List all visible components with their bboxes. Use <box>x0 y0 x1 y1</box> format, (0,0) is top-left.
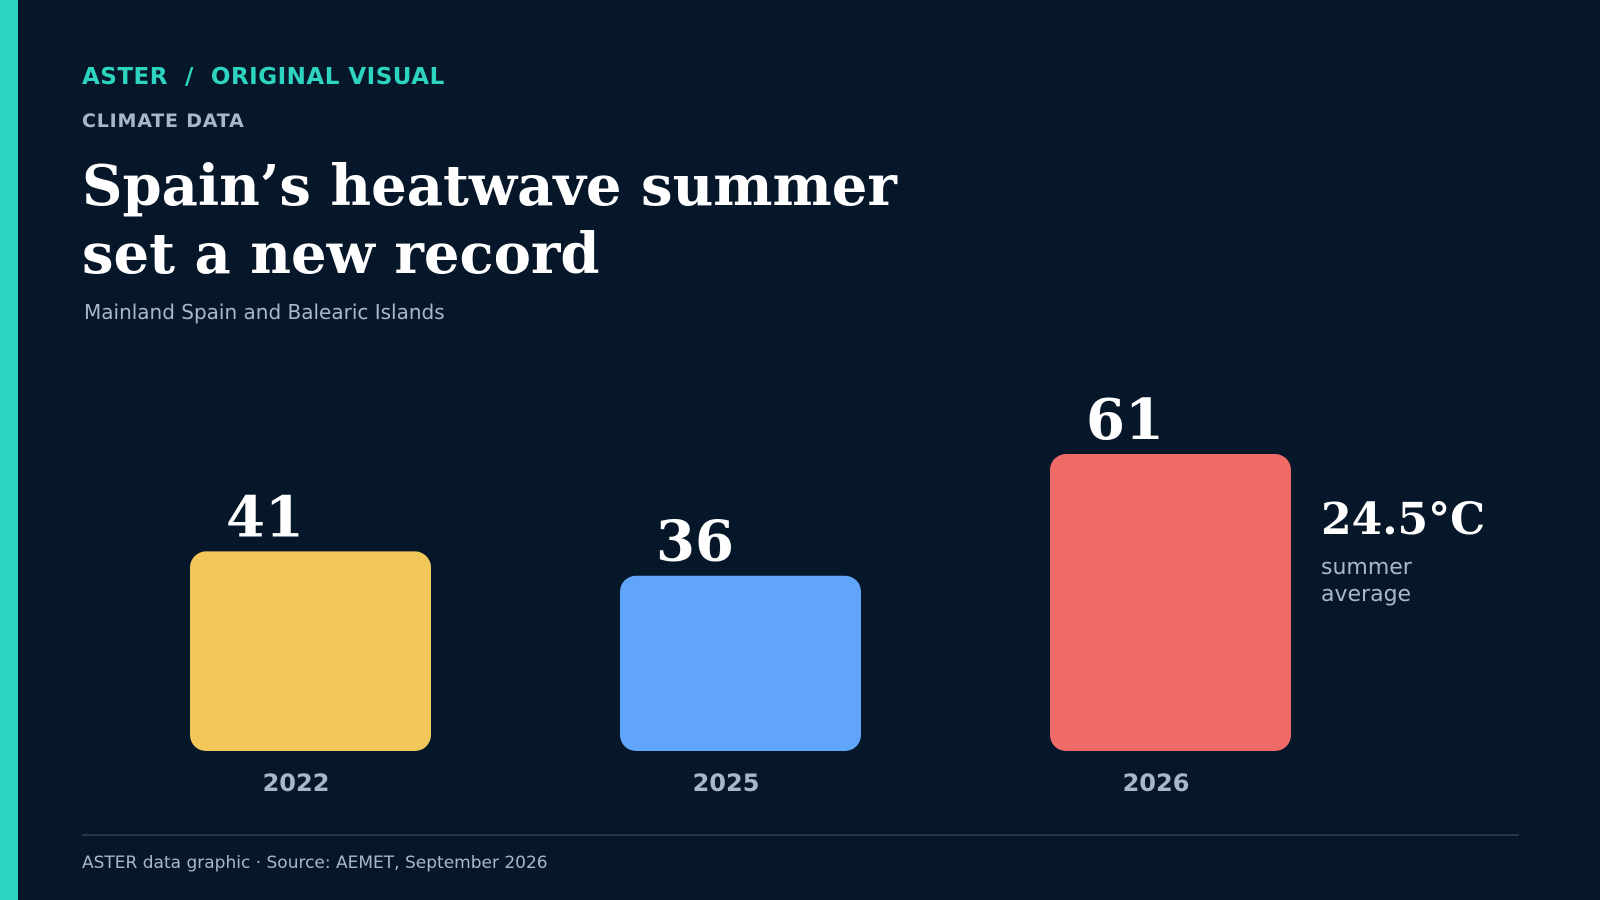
category-label-2026: 2026 <box>1123 769 1190 797</box>
bar-value-label-2026: 61 <box>1086 387 1164 453</box>
bar-2022 <box>190 551 431 751</box>
category-label-2025: 2025 <box>693 769 760 797</box>
annotation-label-line2: average <box>1321 582 1411 607</box>
accent-stripe <box>0 0 18 900</box>
bar-value-label-2025: 36 <box>656 509 734 575</box>
footer-divider <box>82 834 1519 836</box>
footer-source: ASTER data graphic · Source: AEMET, Sept… <box>82 853 548 873</box>
category-label-2022: 2022 <box>263 769 330 797</box>
chart-subtitle: Mainland Spain and Balearic Islands <box>84 300 445 324</box>
chart-title: Spain’s heatwave summer set a new record <box>82 153 897 287</box>
bar-2026 <box>1050 454 1291 751</box>
bar-value-label-2022: 41 <box>226 484 304 550</box>
annotation-value: 24.5°C <box>1321 494 1485 545</box>
annotation-label-line1: summer <box>1321 555 1413 580</box>
category-label: CLIMATE DATA <box>82 110 245 132</box>
bar-2025 <box>620 575 861 751</box>
kicker: ASTER / ORIGINAL VISUAL <box>82 64 445 90</box>
